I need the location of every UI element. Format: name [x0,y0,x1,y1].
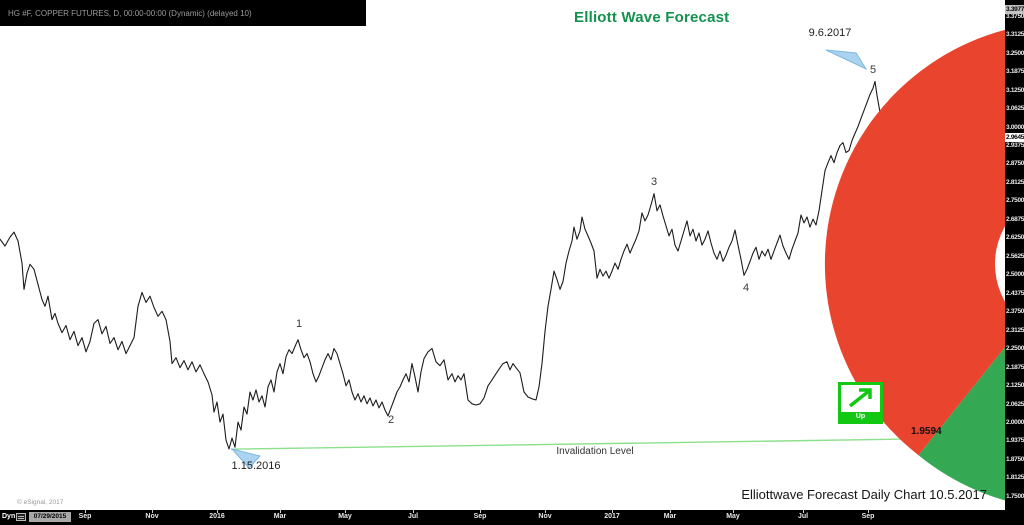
x-axis-tickmark [85,510,86,513]
x-axis-tickmark [152,510,153,513]
y-axis-tick: 2.6250 [1006,234,1024,241]
y-axis-tick: 2.3125 [1006,327,1024,334]
x-axis-label: Nov [145,513,159,520]
x-axis-label: Mar [273,513,287,520]
y-axis-tick: 2.0000 [1006,419,1024,426]
y-axis-tick: 2.8750 [1006,160,1024,167]
x-axis-label: Sep [861,513,875,520]
y-axis-tick: 3.1875 [1006,68,1024,75]
invalidation-level-label: Invalidation Level [556,446,634,457]
x-axis-label: Sep [78,513,92,520]
x-axis-label: May [338,513,352,520]
start-date-field[interactable]: 07/29/2015 [29,512,71,522]
x-axis-tickmark [345,510,346,513]
y-axis-tick: 2.3750 [1006,308,1024,315]
invalidation-level-value: 1.9594 [911,426,942,437]
y-axis-tick: 3.0000 [1006,124,1024,131]
wave-label-3: 3 [650,176,658,188]
event-arrow [230,448,261,469]
price-axis[interactable]: 3.3750 3.3125 3.2500 3.1875 3.1250 3.0625 3.00… [1005,0,1024,510]
x-axis-label: Mar [663,513,677,520]
wave-label-4: 4 [742,282,750,294]
y-axis-tick: 2.0625 [1006,401,1024,408]
wave-label-2: 2 [387,414,395,426]
price-chart-canvas[interactable] [0,0,1005,510]
y-axis-tick: 3.0625 [1006,105,1024,112]
y-axis-tick: 2.2500 [1006,345,1024,352]
x-axis-label: Jul [407,513,419,520]
x-axis-tickmark [612,510,613,513]
y-axis-tick: 2.1875 [1006,364,1024,371]
x-axis-label: 2017 [604,513,620,520]
time-axis[interactable]: Dyn 07/29/2015 Sep Nov 2016 Mar May Jul Sep Nov… [0,510,1024,525]
y-axis-tick: 3.3750 [1006,13,1024,20]
x-axis-tickmark [868,510,869,513]
y-axis-tick: 2.1250 [1006,382,1024,389]
y-axis-tick: 1.7500 [1006,493,1024,500]
dyn-button[interactable]: Dyn [2,513,16,520]
chart-plot-area: HG #F, COPPER FUTURES, D, 00:00-00:00 (D… [0,0,1024,510]
calendar-icon[interactable] [16,513,26,521]
event-arrow [825,49,868,71]
event-date-label: 1.15.2016 [231,460,281,472]
up-signal-label: Up [841,412,880,421]
y-axis-tick: 2.7500 [1006,197,1024,204]
x-axis-tickmark [670,510,671,513]
x-axis-label: Sep [473,513,487,520]
event-date-label: 9.6.2017 [808,27,852,39]
x-axis-label: Jul [797,513,809,520]
price-line-series [0,80,906,450]
x-axis-label: May [726,513,740,520]
x-axis-tickmark [280,510,281,513]
x-axis-tickmark [545,510,546,513]
y-axis-tick: 2.4375 [1006,290,1024,297]
up-signal-box: Up [838,382,883,424]
y-axis-price-badge: 3.3977 [1005,5,1024,14]
y-axis-price-badge: 2.9645 [1005,133,1024,142]
invalidation-level-line [230,438,906,450]
x-axis-label: 2016 [209,513,225,520]
esignal-copyright: © eSignal, 2017 [17,499,64,506]
x-axis-tickmark [217,510,218,513]
x-axis-tickmark [480,510,481,513]
chart-footer-title: Elliottwave Forecast Daily Chart 10.5.20… [741,487,987,502]
x-axis-tickmark [733,510,734,513]
y-axis-tick: 2.8125 [1006,179,1024,186]
symbol-title: HG #F, COPPER FUTURES, D, 00:00-00:00 (D… [0,0,366,26]
y-axis-tick: 2.5625 [1006,253,1024,260]
up-arrow-icon [848,388,872,408]
y-axis-tick: 1.9375 [1006,437,1024,444]
y-axis-tick: 1.8125 [1006,474,1024,481]
y-axis-tick: 2.6875 [1006,216,1024,223]
y-axis-tick: 3.3125 [1006,31,1024,38]
y-axis-tick: 2.9375 [1006,142,1024,149]
x-axis-label: Nov [538,513,552,520]
x-axis-tickmark [803,510,804,513]
wave-label-1: 1 [295,318,303,330]
y-axis-tick: 3.2500 [1006,50,1024,57]
wave-label-5: 5 [869,64,877,76]
y-axis-tick: 2.5000 [1006,271,1024,278]
y-axis-tick: 1.8750 [1006,456,1024,463]
elliott-wave-logo: Elliott Wave Forecast [569,9,1024,505]
y-axis-tick: 3.1250 [1006,87,1024,94]
x-axis-tickmark [413,510,414,513]
logo-text: Elliott Wave Forecast [574,9,730,26]
